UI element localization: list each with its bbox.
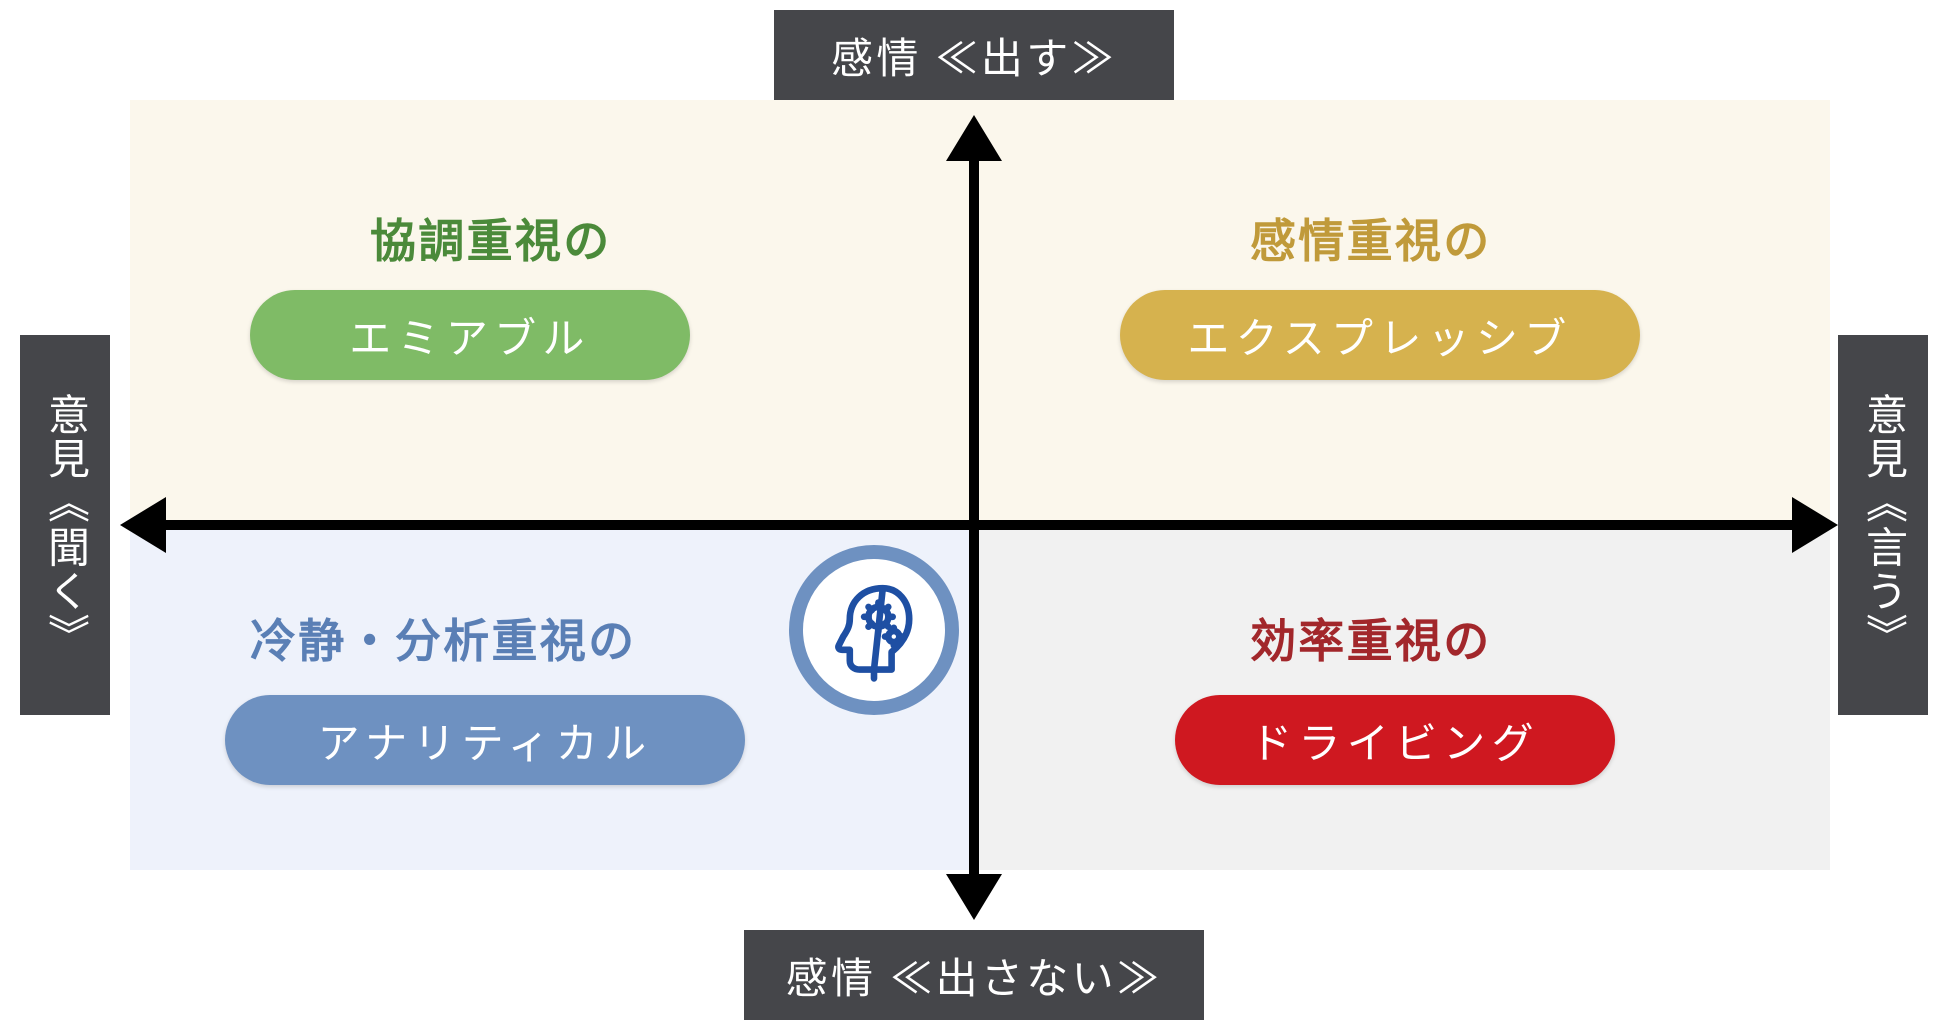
horizontal-axis-line <box>150 520 1808 530</box>
arrow-left-icon <box>120 497 166 553</box>
arrow-down-icon <box>946 874 1002 920</box>
quadrant-title-expressive: 感情重視の <box>1250 205 1492 271</box>
quadrant-pill-analytical: アナリティカル <box>225 695 745 785</box>
quadrant-title-amiable: 協調重視の <box>370 205 612 271</box>
arrow-right-icon <box>1792 497 1838 553</box>
social-style-matrix: 感情 ≪出す≫ 感情 ≪出さない≫ 意見︽聞く︾ 意見︽言う︾ 協調重視の エミ… <box>0 0 1948 1026</box>
quadrant-pill-amiable: エミアブル <box>250 290 690 380</box>
axis-label-left: 意見︽聞く︾ <box>20 335 110 715</box>
vertical-axis-line <box>969 145 979 890</box>
axis-label-top: 感情 ≪出す≫ <box>774 10 1174 100</box>
quadrant-pill-expressive: エクスプレッシブ <box>1120 290 1640 380</box>
quadrant-pill-driving: ドライビング <box>1175 695 1615 785</box>
axis-label-bottom: 感情 ≪出さない≫ <box>744 930 1204 1020</box>
arrow-up-icon <box>946 115 1002 161</box>
quadrant-title-driving: 効率重視の <box>1250 605 1492 671</box>
quadrant-title-analytical: 冷静・分析重視の <box>250 605 636 671</box>
axis-label-right: 意見︽言う︾ <box>1838 335 1928 715</box>
head-gears-icon <box>789 545 959 715</box>
